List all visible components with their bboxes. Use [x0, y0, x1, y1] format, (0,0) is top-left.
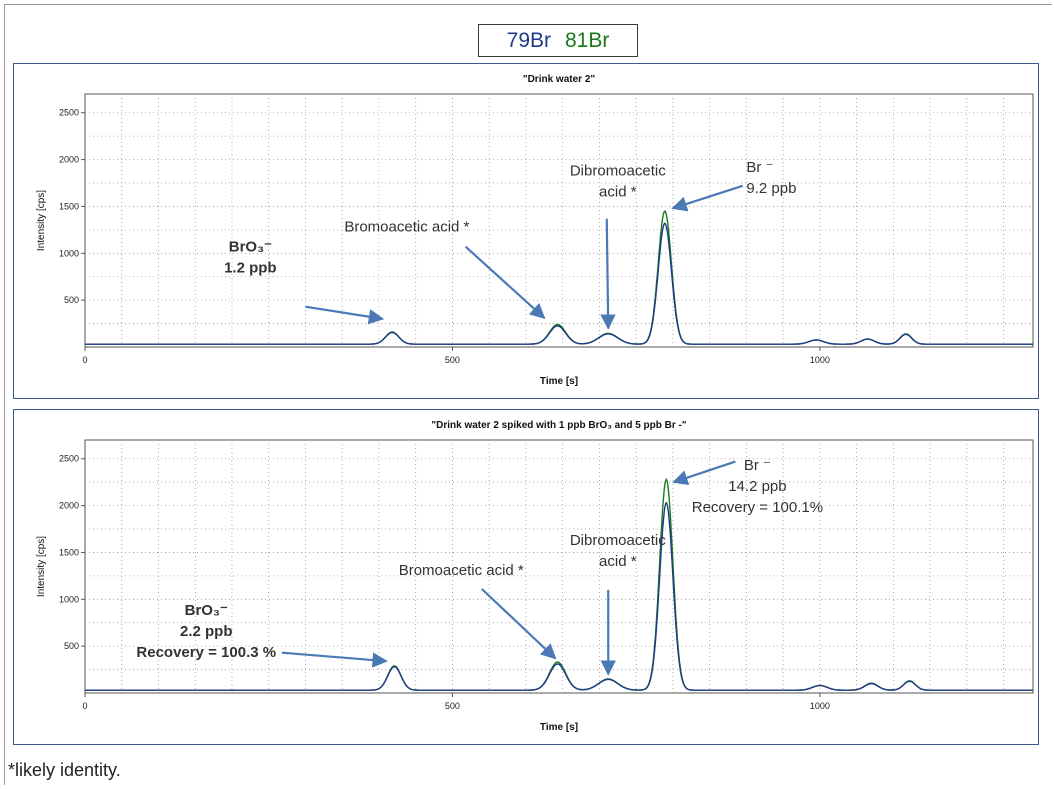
annotation-label: Bromoacetic acid * [344, 219, 469, 236]
annotation-label: 14.2 ppb [728, 478, 786, 495]
series-79br [85, 222, 1033, 345]
chart-title: "Drink water 2" [523, 74, 596, 85]
x-tick-label: 0 [82, 701, 87, 711]
series-79br [85, 501, 1033, 691]
annotation-label: Br ⁻ [744, 457, 771, 474]
annotation-label: Br ⁻ [746, 159, 773, 176]
legend: 79Br 81Br [478, 24, 638, 57]
y-tick-label: 500 [64, 295, 79, 305]
y-axis-label: Intensity [cps] [36, 536, 47, 597]
chart-drink-water: "Drink water 2" 500 1000 1500 2000 2500 0 500 10… [36, 74, 1034, 387]
x-tick-label: 500 [445, 701, 460, 711]
legend-79br: 79Br [506, 28, 551, 52]
y-tick-label: 1000 [59, 594, 79, 604]
annotation-arrow [305, 305, 385, 325]
plot-area [84, 439, 1034, 694]
legend-81br: 81Br [565, 28, 610, 52]
y-tick-label: 2500 [59, 454, 79, 464]
plot-area [84, 93, 1034, 348]
x-tick-label: 1000 [810, 355, 830, 365]
annotation-arrow [464, 245, 546, 319]
annotation-label: Recovery = 100.1% [692, 499, 823, 516]
footnote: *likely identity. [8, 760, 121, 780]
annotation-label: 9.2 ppb [746, 180, 796, 197]
x-tick-label: 500 [445, 355, 460, 365]
annotation-label: BrO₃⁻ [229, 238, 272, 255]
chart-panel-spiked: "Drink water 2 spiked with 1 ppb BrO₃ an… [13, 409, 1039, 745]
annotation: Br ⁻ 9.2 ppb [671, 159, 796, 212]
annotation-arrow [481, 588, 557, 660]
annotation-label: Recovery = 100.3 % [136, 644, 276, 661]
annotation-label: 2.2 ppb [180, 623, 233, 640]
figure-frame [4, 4, 1052, 785]
y-tick-label: 2000 [59, 501, 79, 511]
annotation: BrO₃⁻ 1.2 ppb [224, 238, 385, 325]
annotation: Dibromoacetic acid * [570, 163, 666, 330]
annotation-arrow [600, 218, 616, 330]
chart-spiked: "Drink water 2 spiked with 1 ppb BrO₃ an… [36, 420, 1034, 733]
y-tick-label: 1500 [59, 201, 79, 211]
chart-panel-drink-water: "Drink water 2" 500 1000 1500 2000 2500 0 500 10… [13, 63, 1039, 399]
annotation-arrow [281, 651, 388, 668]
annotation-label: Bromoacetic acid * [399, 562, 524, 579]
annotation-label: 1.2 ppb [224, 259, 277, 276]
y-tick-label: 2500 [59, 108, 79, 118]
annotation: Dibromoacetic acid * [570, 532, 666, 676]
x-axis-label: Time [s] [540, 376, 578, 387]
series-81br [85, 210, 1033, 345]
y-tick-label: 1500 [59, 547, 79, 557]
y-tick-label: 500 [64, 641, 79, 651]
annotation: Bromoacetic acid * [344, 219, 546, 319]
annotation: Br ⁻ 14.2 ppb Recovery = 100.1% [672, 457, 823, 516]
annotation-label: Dibromoacetic [570, 532, 666, 549]
annotation-label: Dibromoacetic [570, 163, 666, 180]
x-axis-label: Time [s] [540, 722, 578, 733]
y-axis-label: Intensity [cps] [36, 190, 47, 251]
x-tick-label: 1000 [810, 701, 830, 711]
annotation-label: BrO₃⁻ [185, 602, 228, 619]
y-tick-label: 2000 [59, 155, 79, 165]
annotation-arrow [671, 184, 744, 212]
y-tick-label: 1000 [59, 248, 79, 258]
annotation: BrO₃⁻ 2.2 ppb Recovery = 100.3 % [136, 602, 388, 668]
annotation: Bromoacetic acid * [399, 562, 557, 660]
chart-title: "Drink water 2 spiked with 1 ppb BrO₃ an… [431, 420, 687, 431]
x-tick-label: 0 [82, 355, 87, 365]
annotation-label: acid * [599, 184, 637, 201]
annotation-arrow [672, 460, 736, 486]
annotation-label: acid * [599, 553, 637, 570]
